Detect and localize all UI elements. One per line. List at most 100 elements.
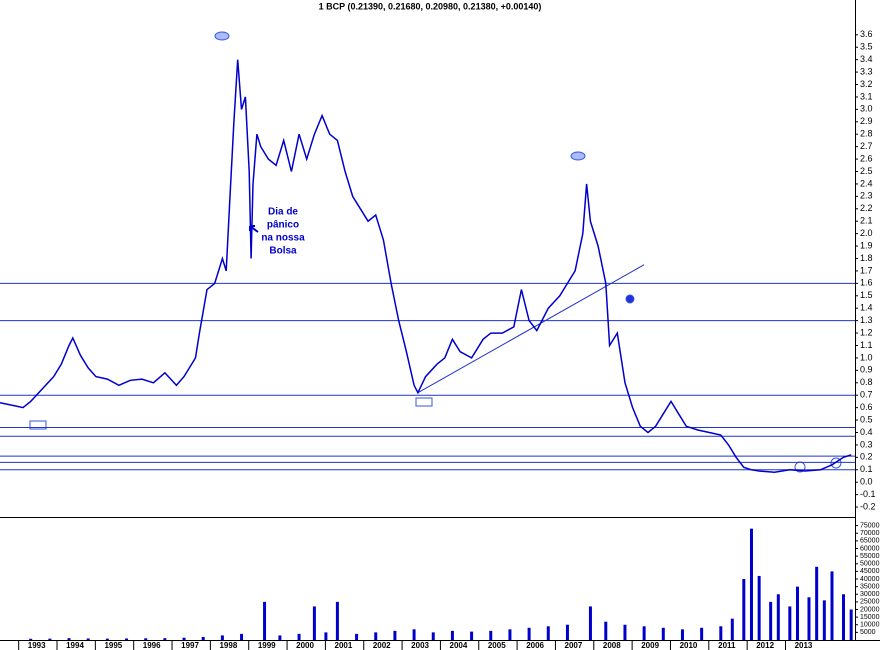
y-tick-label: 1.6 bbox=[860, 278, 873, 288]
volume-bar bbox=[489, 630, 493, 640]
y-tick-label: 0.5 bbox=[860, 414, 873, 424]
y-tick-label: 1.3 bbox=[860, 315, 873, 325]
volume-bar bbox=[642, 626, 646, 640]
x-tick-label: 2012 bbox=[756, 641, 774, 650]
annotation: Dia de bbox=[268, 207, 298, 218]
y-tick-label: 2.2 bbox=[860, 203, 873, 213]
y-tick-label: 0.0 bbox=[860, 477, 873, 487]
y-tick-label: 70000 bbox=[860, 530, 880, 537]
y-tick-label: 2.0 bbox=[860, 228, 873, 238]
volume-bar bbox=[680, 629, 684, 640]
y-tick-label: -0.2 bbox=[860, 501, 876, 511]
volume-bar bbox=[546, 626, 550, 640]
volume-bar bbox=[788, 606, 792, 640]
x-tick-label: 1993 bbox=[28, 641, 46, 650]
y-tick-label: 3.2 bbox=[860, 79, 873, 89]
y-tick-label: 1.1 bbox=[860, 340, 873, 350]
volume-bar bbox=[324, 632, 328, 640]
y-tick-label: 3.0 bbox=[860, 104, 873, 114]
y-tick-label: 2.5 bbox=[860, 166, 873, 176]
volume-bar bbox=[125, 638, 129, 640]
volume-bar bbox=[29, 638, 33, 640]
volume-bar bbox=[508, 629, 512, 640]
y-tick-label: 2.1 bbox=[860, 216, 873, 226]
y-tick-label: 3.3 bbox=[860, 66, 873, 76]
volume-bar bbox=[700, 627, 704, 640]
y-tick-label: 3.5 bbox=[860, 42, 873, 52]
y-tick-label: 2.9 bbox=[860, 116, 873, 126]
volume-bar bbox=[263, 601, 267, 640]
volume-bar bbox=[67, 638, 71, 640]
volume-bar bbox=[807, 597, 811, 640]
volume-bar bbox=[749, 528, 753, 640]
volume-bar bbox=[278, 635, 282, 640]
x-tick-label: 2005 bbox=[488, 641, 506, 650]
volume-bar bbox=[527, 627, 531, 640]
y-tick-label: 45000 bbox=[860, 568, 880, 575]
chart-title: 1 BCP (0.21390, 0.21680, 0.20980, 0.2138… bbox=[319, 1, 542, 11]
volume-bar bbox=[182, 637, 186, 640]
y-tick-label: 30000 bbox=[860, 591, 880, 598]
y-tick-label: 0.4 bbox=[860, 427, 873, 437]
volume-bar bbox=[769, 601, 773, 640]
y-tick-label: 0.2 bbox=[860, 452, 873, 462]
volume-bar bbox=[623, 624, 627, 640]
x-tick-label: 2002 bbox=[373, 641, 391, 650]
volume-bar bbox=[841, 594, 845, 640]
price-line bbox=[0, 59, 852, 474]
volume-bar bbox=[730, 618, 734, 640]
y-tick-label: 3.6 bbox=[860, 29, 873, 39]
annotation: na nossa bbox=[261, 233, 305, 244]
x-tick-label: 1996 bbox=[143, 641, 161, 650]
y-tick-label: 1.9 bbox=[860, 240, 873, 250]
y-tick-label: 40000 bbox=[860, 576, 880, 583]
y-tick-label: 0.8 bbox=[860, 377, 873, 387]
y-tick-label: 5000 bbox=[860, 629, 876, 636]
volume-bar bbox=[776, 594, 780, 640]
x-tick-label: 2010 bbox=[680, 641, 698, 650]
x-tick-label: 2001 bbox=[335, 641, 353, 650]
volume-bar bbox=[374, 632, 378, 640]
volume-bar bbox=[742, 579, 746, 640]
y-tick-label: 1.5 bbox=[860, 290, 873, 300]
x-tick-label: 2000 bbox=[296, 641, 314, 650]
volume-bar bbox=[757, 575, 761, 640]
y-tick-label: 2.4 bbox=[860, 178, 873, 188]
y-tick-label: 2.7 bbox=[860, 141, 873, 151]
y-tick-label: 2.3 bbox=[860, 191, 873, 201]
volume-bar bbox=[144, 638, 148, 640]
annotation: pânico bbox=[267, 220, 299, 231]
volume-bar bbox=[220, 635, 224, 640]
volume-bar bbox=[849, 609, 853, 640]
volume-bar bbox=[393, 630, 397, 640]
y-tick-label: 1.8 bbox=[860, 253, 873, 263]
volume-bar bbox=[201, 636, 205, 640]
x-tick-label: 1995 bbox=[104, 641, 122, 650]
x-tick-label: 2013 bbox=[795, 641, 813, 650]
volume-bar bbox=[450, 630, 454, 640]
x-tick-label: 2003 bbox=[411, 641, 429, 650]
y-tick-label: 50000 bbox=[860, 561, 880, 568]
annotation: Bolsa bbox=[269, 246, 297, 257]
x-tick-label: 1999 bbox=[258, 641, 276, 650]
volume-bar bbox=[470, 631, 474, 640]
x-tick-label: 2008 bbox=[603, 641, 621, 650]
y-tick-label: 0.7 bbox=[860, 390, 873, 400]
volume-bar bbox=[588, 606, 592, 640]
volume-bar bbox=[335, 601, 339, 640]
icons bbox=[29, 31, 842, 473]
volume-bar bbox=[431, 632, 435, 640]
x-tick-label: 2004 bbox=[450, 641, 468, 650]
y-tick-label: 55000 bbox=[860, 553, 880, 560]
volume-bar bbox=[312, 606, 316, 640]
y-tick-label: -0.1 bbox=[860, 489, 876, 499]
volume-bar bbox=[297, 633, 301, 640]
y-tick-label: 1.2 bbox=[860, 327, 873, 337]
x-tick-label: 1997 bbox=[181, 641, 199, 650]
y-tick-label: 60000 bbox=[860, 545, 880, 552]
x-tick-label: 2006 bbox=[526, 641, 544, 650]
y-tick-label: 1.0 bbox=[860, 352, 873, 362]
x-tick-label: 1994 bbox=[66, 641, 84, 650]
